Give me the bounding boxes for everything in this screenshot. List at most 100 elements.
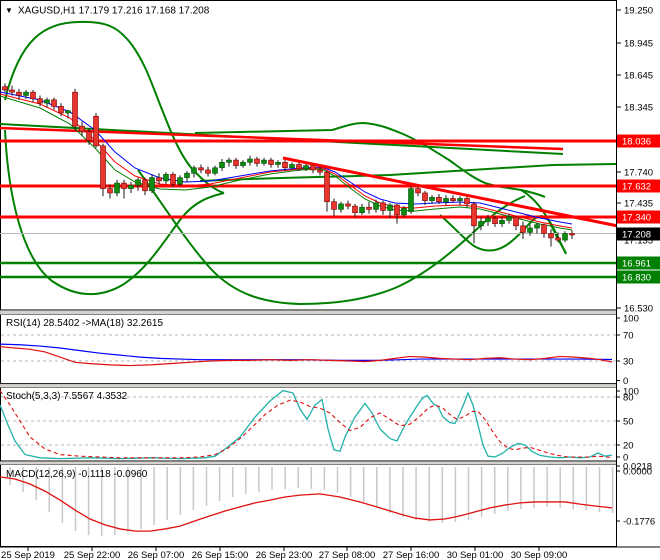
price-badge-17.632 <box>617 179 660 193</box>
candle-body <box>408 188 414 212</box>
candle-body <box>569 233 575 236</box>
time-axis-labels: 25 Sep 2019 25 Sep 22:00 26 Sep 07:00 26 Se… <box>0 546 660 560</box>
macd-plot <box>0 467 614 537</box>
rsi-tick-label: 100 <box>623 314 639 325</box>
candle-body <box>51 99 57 107</box>
candle-body <box>212 167 218 174</box>
panel-splitter-rsi[interactable] <box>0 310 660 315</box>
candle-body <box>464 198 470 205</box>
price-tick-label: 17.435 <box>624 199 653 210</box>
candle-body <box>457 198 463 201</box>
stoch-label: Stoch(5,3,3) 7.5567 4.3532 <box>6 391 128 402</box>
macd-signal-line <box>0 476 613 532</box>
price-badge-label: 16.961 <box>622 259 651 270</box>
candle-body <box>345 203 351 207</box>
ma-red-line <box>0 93 573 229</box>
candle-body <box>317 169 323 173</box>
panel-splitter-stoch[interactable] <box>0 383 660 388</box>
candle-body <box>30 91 36 100</box>
time-tick-label: 25 Sep 22:00 <box>64 550 121 560</box>
candle-body <box>331 201 337 210</box>
price-tick-label: 18.345 <box>624 103 653 114</box>
candle-body <box>191 167 197 174</box>
candle-body <box>366 206 372 210</box>
candle-body <box>219 161 225 169</box>
candle-body <box>254 158 260 164</box>
stoch-tick-label: 100 <box>623 387 639 398</box>
candle-body <box>2 86 8 91</box>
candle-body <box>247 158 253 163</box>
rsi-panel-area[interactable] <box>0 314 617 384</box>
candle-body <box>79 125 85 132</box>
candle-body <box>478 221 484 227</box>
candle-body <box>135 179 141 186</box>
candle-body <box>450 198 456 201</box>
candle-body <box>156 177 162 182</box>
candle-body <box>65 110 71 114</box>
macd-panel-area[interactable] <box>0 464 617 547</box>
bollinger-band-line <box>194 121 546 198</box>
time-tick-label: 30 Sep 01:00 <box>447 550 504 560</box>
time-axis[interactable] <box>0 548 660 560</box>
candle-body <box>233 159 239 166</box>
candle-body <box>324 171 330 203</box>
price-badge-18.036 <box>617 134 660 148</box>
symbol-dropdown-icon[interactable]: ▼ <box>5 6 13 15</box>
bollinger-band-line <box>137 169 526 306</box>
stoch-plot <box>0 389 616 460</box>
candle-body <box>303 165 309 170</box>
candle-body <box>184 172 190 178</box>
time-tick-label: 27 Sep 16:00 <box>383 550 440 560</box>
ma-blue-line <box>0 91 573 225</box>
candle-body <box>149 177 155 192</box>
candle-body <box>541 224 547 234</box>
stoch-tick-label: 20 <box>623 441 634 452</box>
price-badge-label: 17.340 <box>622 213 651 224</box>
time-tick-label: 26 Sep 07:00 <box>128 550 185 560</box>
candle-body <box>16 91 22 96</box>
rsi-tick-label: 30 <box>623 357 634 368</box>
macd-tick-label: -0.1776 <box>623 517 655 528</box>
candle-body <box>170 174 176 185</box>
bollinger-band-line <box>520 189 567 254</box>
candle-body <box>380 202 386 211</box>
candle-body <box>58 106 64 114</box>
candle-body <box>520 225 526 233</box>
candle-body <box>436 197 442 203</box>
candle-body <box>296 164 302 170</box>
candle-body <box>527 227 533 233</box>
time-tick-label: 26 Sep 23:00 <box>256 550 313 560</box>
candle-body <box>352 205 358 213</box>
candle-body <box>177 177 183 185</box>
stoch-tick-label: 50 <box>623 417 634 428</box>
descending-trendline[interactable] <box>282 156 619 228</box>
price-tick-label: 16.530 <box>624 304 653 315</box>
candle-body <box>499 220 505 224</box>
stoch-tick-label: 80 <box>623 393 634 404</box>
candle-body <box>226 159 232 163</box>
candle-body <box>310 165 316 171</box>
ma-green-line <box>0 95 573 231</box>
candle-body <box>373 202 379 210</box>
candle-body <box>128 184 134 189</box>
candle-body <box>114 182 120 194</box>
price-badge-17.340 <box>617 210 660 224</box>
time-tick-label: 27 Sep 08:00 <box>319 550 376 560</box>
candle-body <box>562 233 568 241</box>
panel-splitter-macd[interactable] <box>0 461 660 465</box>
candle-body <box>338 203 344 210</box>
candle-body <box>142 179 148 192</box>
candle-body <box>394 204 400 216</box>
candle-body <box>387 204 393 211</box>
candle-body <box>513 216 519 227</box>
rsi-plot <box>0 334 616 367</box>
candle-body <box>240 161 246 166</box>
candlestick-series <box>2 83 575 247</box>
price-badge-16.830 <box>617 270 660 284</box>
candle-body <box>555 237 561 241</box>
candle-body <box>44 99 50 104</box>
price-tick-label: 17.740 <box>624 168 653 179</box>
